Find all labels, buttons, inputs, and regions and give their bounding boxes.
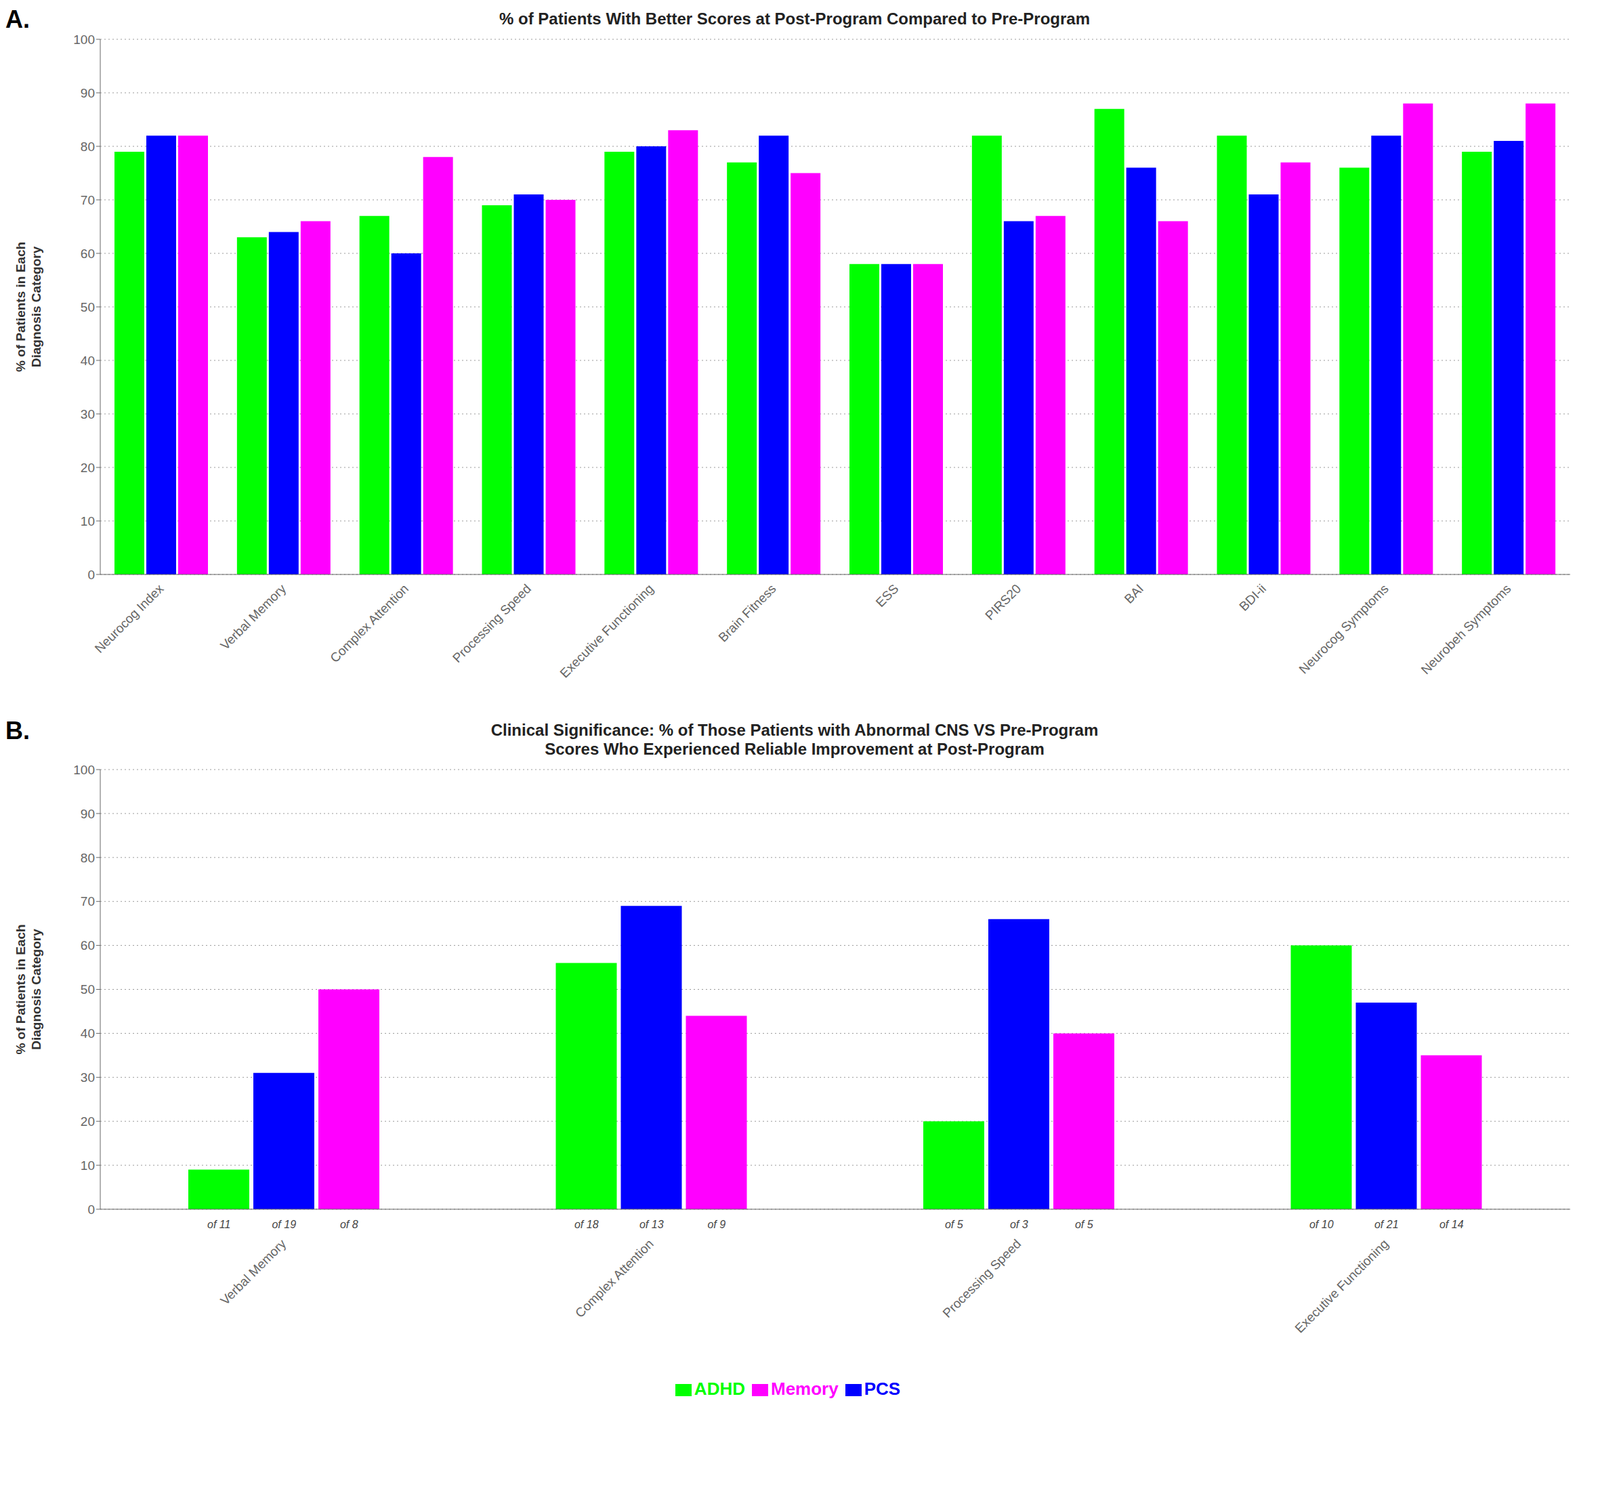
svg-text:50: 50	[80, 300, 95, 315]
svg-text:Verbal Memory: Verbal Memory	[217, 581, 290, 654]
svg-text:of 5: of 5	[944, 1218, 964, 1231]
svg-text:10: 10	[80, 514, 95, 529]
svg-text:PIRS20: PIRS20	[982, 581, 1024, 623]
svg-text:60: 60	[80, 938, 95, 953]
svg-text:of 9: of 9	[707, 1218, 726, 1231]
html-text:ADHD: ADHD	[694, 1378, 746, 1399]
svg-text:ESS: ESS	[873, 581, 902, 610]
svg-text:of 13: of 13	[639, 1218, 664, 1231]
svg-text:of 8: of 8	[340, 1218, 359, 1231]
svg-text:BDI-ii: BDI-ii	[1236, 581, 1269, 614]
svg-text:of 18: of 18	[574, 1218, 599, 1231]
html-text:PCS: PCS	[864, 1378, 901, 1399]
svg-text:80: 80	[80, 139, 95, 154]
svg-text:of 10: of 10	[1309, 1218, 1334, 1231]
svg-text:80: 80	[80, 850, 95, 866]
svg-text:of 21: of 21	[1374, 1218, 1399, 1231]
svg-text:% of Patients in EachDiagnosis: % of Patients in EachDiagnosis Category	[13, 923, 44, 1055]
svg-text:of 3: of 3	[1009, 1218, 1029, 1231]
html-text:Memory: Memory	[770, 1378, 839, 1399]
html-text:A.: A.	[5, 5, 30, 34]
html-text:% of Patients With Better Scor: % of Patients With Better Scores at Post…	[499, 9, 1090, 28]
html-text:B.: B.	[5, 716, 30, 745]
svg-text:30: 30	[80, 407, 95, 422]
svg-text:0: 0	[87, 567, 95, 582]
svg-text:Processing Speed: Processing Speed	[939, 1236, 1024, 1321]
svg-text:60: 60	[80, 246, 95, 261]
svg-text:Verbal Memory: Verbal Memory	[217, 1236, 290, 1309]
svg-text:70: 70	[80, 193, 95, 208]
svg-text:Executive Functioning: Executive Functioning	[1292, 1236, 1392, 1336]
svg-text:Neurobeh Symptoms: Neurobeh Symptoms	[1418, 581, 1514, 677]
svg-text:of 5: of 5	[1075, 1218, 1094, 1231]
html-text:Clinical Significance: % of Th: Clinical Significance: % of Those Patien…	[490, 720, 1099, 740]
svg-text:10: 10	[80, 1158, 95, 1173]
svg-text:50: 50	[80, 982, 95, 997]
html-text:Scores Who Experienced Reliabl: Scores Who Experienced Reliable Improvem…	[544, 739, 1045, 759]
svg-text:100: 100	[73, 762, 95, 777]
svg-text:of 19: of 19	[271, 1218, 297, 1231]
svg-text:Processing Speed: Processing Speed	[449, 581, 534, 666]
svg-text:Neurocog Index: Neurocog Index	[92, 581, 167, 656]
svg-text:Complex Attention: Complex Attention	[572, 1236, 657, 1321]
svg-text:90: 90	[80, 806, 95, 821]
svg-text:BAI: BAI	[1121, 581, 1147, 607]
svg-text:100: 100	[73, 32, 95, 47]
svg-text:20: 20	[80, 1114, 95, 1129]
svg-text:90: 90	[80, 86, 95, 101]
svg-text:40: 40	[80, 353, 95, 368]
svg-text:of 11: of 11	[207, 1218, 231, 1231]
svg-text:30: 30	[80, 1070, 95, 1085]
svg-text:70: 70	[80, 894, 95, 909]
svg-text:40: 40	[80, 1026, 95, 1041]
svg-text:Complex Attention: Complex Attention	[327, 581, 412, 666]
svg-text:of 14: of 14	[1439, 1218, 1464, 1231]
svg-text:20: 20	[80, 460, 95, 475]
svg-text:Executive Functioning: Executive Functioning	[557, 581, 657, 681]
svg-text:0: 0	[87, 1202, 95, 1217]
svg-text:% of Patients in EachDiagnosis: % of Patients in EachDiagnosis Category	[13, 241, 44, 372]
svg-text:Brain Fitness: Brain Fitness	[715, 581, 779, 645]
svg-text:Neurocog Symptoms: Neurocog Symptoms	[1296, 581, 1392, 677]
